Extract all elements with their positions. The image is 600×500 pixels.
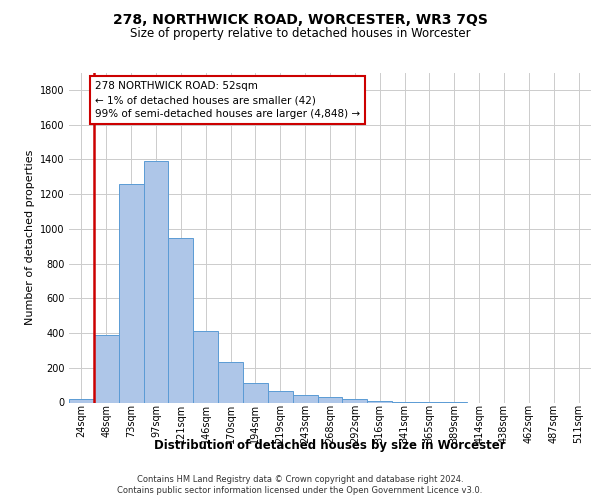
Bar: [243, 384, 268, 402]
Bar: [343, 399, 367, 402]
Y-axis label: Number of detached properties: Number of detached properties: [25, 150, 35, 325]
Text: 278 NORTHWICK ROAD: 52sqm
← 1% of detached houses are smaller (42)
99% of semi-d: 278 NORTHWICK ROAD: 52sqm ← 1% of detach…: [95, 81, 360, 119]
Text: 278, NORTHWICK ROAD, WORCESTER, WR3 7QS: 278, NORTHWICK ROAD, WORCESTER, WR3 7QS: [113, 12, 487, 26]
Bar: [169, 238, 193, 402]
Bar: [268, 391, 293, 402]
Bar: [143, 161, 169, 402]
Bar: [119, 184, 143, 402]
Bar: [293, 394, 317, 402]
Bar: [218, 362, 243, 403]
Bar: [317, 398, 343, 402]
Text: Contains HM Land Registry data © Crown copyright and database right 2024.: Contains HM Land Registry data © Crown c…: [137, 475, 463, 484]
Bar: [69, 399, 94, 402]
Bar: [94, 335, 119, 402]
Text: Contains public sector information licensed under the Open Government Licence v3: Contains public sector information licen…: [118, 486, 482, 495]
Text: Size of property relative to detached houses in Worcester: Size of property relative to detached ho…: [130, 28, 470, 40]
Bar: [193, 332, 218, 402]
Text: Distribution of detached houses by size in Worcester: Distribution of detached houses by size …: [154, 440, 506, 452]
Bar: [367, 401, 392, 402]
